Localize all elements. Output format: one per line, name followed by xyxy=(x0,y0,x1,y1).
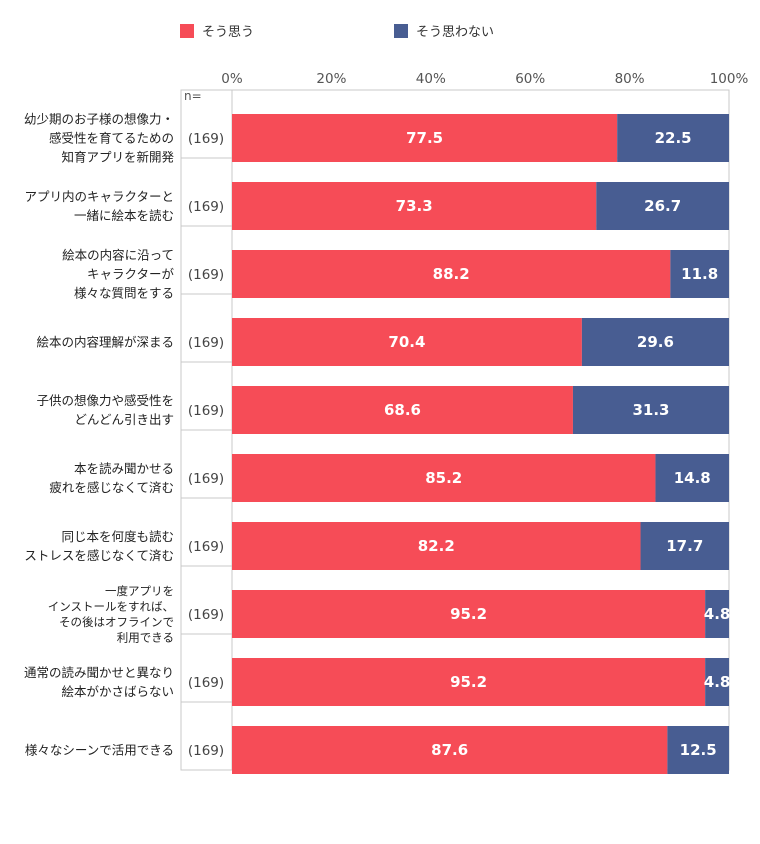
count-label: (169) xyxy=(188,403,224,419)
data-label: 95.2 xyxy=(450,605,487,623)
count-label: (169) xyxy=(188,131,224,147)
count-label: (169) xyxy=(188,199,224,215)
data-label: 85.2 xyxy=(425,469,462,487)
data-label: 31.3 xyxy=(632,401,669,419)
bar-segment-agree xyxy=(232,658,706,706)
bar-segment-agree xyxy=(232,386,573,434)
legend-label-2: そう思わない xyxy=(416,25,494,40)
bar-row: 様々なシーンで活用できる (169) 87.6 12.5 xyxy=(25,726,729,774)
bar-row: 幼少期のお子様の想像力・感受性を育てるための知育アプリを新開発 (169) 77.5… xyxy=(24,112,729,165)
data-label: 26.7 xyxy=(644,197,681,215)
bar-segment-agree xyxy=(232,182,597,230)
bar-segment-agree xyxy=(232,318,582,366)
category-label: 同じ本を何度も読むストレスを感じなくて済む xyxy=(24,529,174,563)
count-label: (169) xyxy=(188,471,224,487)
category-label: 本を読み聞かせる疲れを感じなくて済む xyxy=(49,461,174,495)
bar-rows: 幼少期のお子様の想像力・感受性を育てるための知育アプリを新開発 (169) 77.5… xyxy=(24,112,731,774)
data-label: 68.6 xyxy=(384,401,421,419)
count-label: (169) xyxy=(188,539,224,555)
data-label: 14.8 xyxy=(674,469,711,487)
data-label: 11.8 xyxy=(681,265,718,283)
bar-row: 絵本の内容理解が深まる (169) 70.4 29.6 xyxy=(36,318,729,366)
bar-row: 通常の読み聞かせと異なり絵本がかさばらない (169) 95.2 4.8 xyxy=(24,658,730,706)
category-label: 幼少期のお子様の想像力・感受性を育てるための知育アプリを新開発 xyxy=(24,112,175,165)
count-label: (169) xyxy=(188,335,224,351)
data-label: 73.3 xyxy=(396,197,433,215)
bar-row: アプリ内のキャラクターと一緒に絵本を読む (169) 73.3 26.7 xyxy=(24,182,729,230)
bar-segment-disagree xyxy=(640,522,729,570)
bar-segment-agree xyxy=(232,726,668,774)
count-label: (169) xyxy=(188,675,224,691)
category-label: 通常の読み聞かせと異なり絵本がかさばらない xyxy=(24,665,174,699)
bar-segment-agree xyxy=(232,590,706,638)
data-label: 70.4 xyxy=(388,333,425,351)
bar-segment-disagree xyxy=(705,590,729,638)
count-label: (169) xyxy=(188,267,224,283)
count-label: (169) xyxy=(188,743,224,759)
count-label: (169) xyxy=(188,607,224,623)
bar-row: 子供の想像力や感受性をどんどん引き出す (169) 68.6 31.3 xyxy=(36,386,729,434)
bar-segment-agree xyxy=(232,522,641,570)
data-label: 29.6 xyxy=(637,333,674,351)
data-label: 77.5 xyxy=(406,129,443,147)
x-axis: 0% 20% 40% 60% 80% 100% xyxy=(221,71,748,87)
data-label: 4.8 xyxy=(704,673,731,691)
category-label: 子供の想像力や感受性をどんどん引き出す xyxy=(36,393,174,427)
x-tick-label: 40% xyxy=(416,71,446,87)
data-label: 4.8 xyxy=(704,605,731,623)
bar-segment-disagree xyxy=(572,386,729,434)
bar-segment-agree xyxy=(232,114,618,162)
n-label: n= xyxy=(184,89,202,103)
data-label: 22.5 xyxy=(655,129,692,147)
legend: そう思う そう思わない xyxy=(180,24,494,40)
bar-segment-disagree xyxy=(670,250,729,298)
data-label: 87.6 xyxy=(431,741,468,759)
category-label: 一度アプリをインストールをすれば、その後はオフラインで利用できる xyxy=(48,584,174,645)
x-tick-label: 100% xyxy=(710,71,749,87)
category-label: 様々なシーンで活用できる xyxy=(25,743,174,758)
bar-segment-agree xyxy=(232,250,671,298)
bar-segment-disagree xyxy=(655,454,729,502)
category-label: 絵本の内容に沿ってキャラクターが様々な質問をする xyxy=(62,248,174,301)
data-label: 95.2 xyxy=(450,673,487,691)
bar-segment-disagree xyxy=(617,114,729,162)
bar-segment-disagree xyxy=(667,726,729,774)
legend-swatch-1 xyxy=(180,24,194,38)
legend-label-1: そう思う xyxy=(202,25,254,40)
legend-swatch-2 xyxy=(394,24,408,38)
category-label: 絵本の内容理解が深まる xyxy=(36,335,174,350)
bar-row: 同じ本を何度も読むストレスを感じなくて済む (169) 82.2 17.7 xyxy=(24,522,729,570)
x-tick-label: 60% xyxy=(515,71,545,87)
bar-segment-disagree xyxy=(705,658,729,706)
bar-row: 本を読み聞かせる疲れを感じなくて済む (169) 85.2 14.8 xyxy=(49,454,729,502)
x-tick-label: 80% xyxy=(615,71,645,87)
bar-row: 一度アプリをインストールをすれば、その後はオフラインで利用できる (169) 95.… xyxy=(48,584,731,645)
bar-row: 絵本の内容に沿ってキャラクターが様々な質問をする (169) 88.2 11.8 xyxy=(62,248,729,301)
data-label: 82.2 xyxy=(418,537,455,555)
data-label: 88.2 xyxy=(433,265,470,283)
x-tick-label: 0% xyxy=(221,71,243,87)
data-label: 12.5 xyxy=(680,741,717,759)
bar-segment-disagree xyxy=(596,182,729,230)
category-label: アプリ内のキャラクターと一緒に絵本を読む xyxy=(24,189,174,223)
bar-segment-agree xyxy=(232,454,656,502)
bar-segment-disagree xyxy=(581,318,729,366)
data-label: 17.7 xyxy=(666,537,703,555)
x-tick-label: 20% xyxy=(316,71,346,87)
